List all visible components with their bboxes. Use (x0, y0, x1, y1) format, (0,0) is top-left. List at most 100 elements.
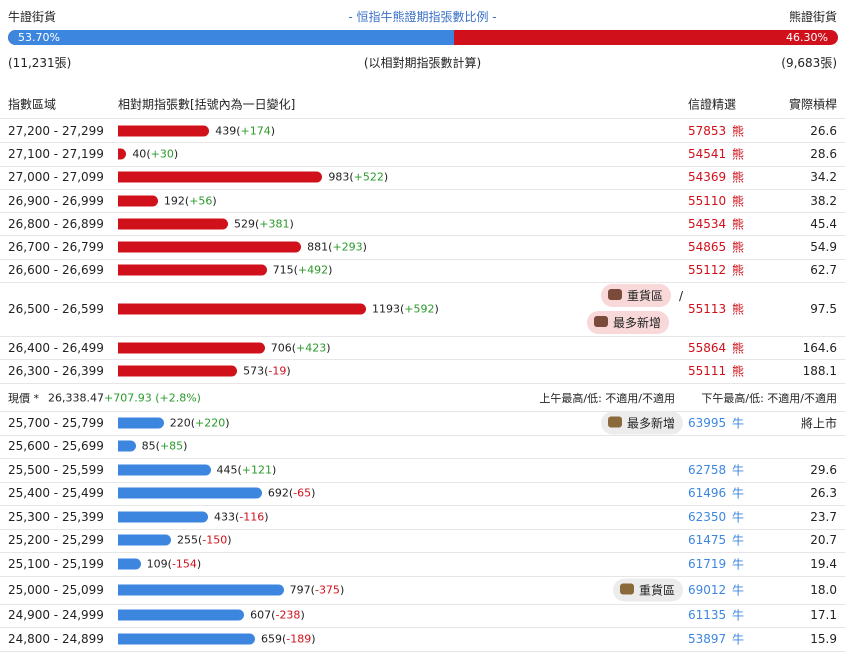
code[interactable]: 63995 (688, 415, 727, 430)
note: (以相對期指張數計算) (363, 56, 482, 70)
range: 25,300 - 25,399 (8, 509, 104, 524)
count-label: 881+293 (307, 241, 367, 254)
count: 607 (250, 608, 272, 622)
current-label: 現價 * (8, 391, 39, 405)
count-label: 797-375 (290, 583, 345, 596)
col: 實際槓桿 (788, 97, 837, 112)
leverage: 164.6 (802, 340, 837, 355)
code[interactable]: 54369 (688, 170, 727, 185)
code[interactable]: 54541 (688, 146, 727, 161)
code[interactable]: 61475 (688, 533, 727, 548)
tag: 重貨區 (600, 284, 671, 308)
unit: 熊 (732, 364, 745, 379)
leverage: 38.2 (810, 193, 837, 208)
leverage: 17.1 (810, 608, 837, 623)
code[interactable]: 54865 (688, 240, 727, 255)
range: 24,900 - 24,999 (8, 608, 104, 623)
leverage: 20.7 (810, 533, 837, 548)
row: 25,400 - 25,499 692-65 61496 牛 26.3 (0, 482, 845, 506)
bar (118, 417, 164, 429)
change: -375 (311, 583, 345, 596)
change: -238 (271, 609, 305, 622)
code[interactable]: 61719 (688, 556, 727, 571)
code[interactable]: 55110 (688, 193, 727, 208)
change: +121 (238, 463, 277, 476)
count-label: 659-189 (261, 632, 316, 645)
bar (118, 365, 238, 377)
count-label: 529+381 (234, 217, 294, 230)
unit: 熊 (732, 217, 745, 232)
leverage: 23.7 (810, 509, 837, 524)
range: 25,500 - 25,599 (8, 462, 104, 477)
bar (118, 464, 211, 476)
code[interactable]: 57853 (688, 123, 727, 138)
column-header: 指數區域 相對期指張數[括號內為一日變化] 信證精選 實際槓桿 (0, 90, 845, 119)
change: +220 (191, 416, 230, 429)
leverage: 34.2 (810, 170, 837, 185)
tag: 最多新增 (600, 411, 683, 435)
count: 573 (243, 364, 265, 378)
unit: 牛 (732, 533, 745, 548)
leverage: 將上市 (800, 416, 837, 431)
code[interactable]: 55113 (688, 302, 727, 317)
leverage: 54.9 (810, 240, 837, 255)
count: 192 (163, 194, 185, 208)
code[interactable]: 61135 (688, 608, 727, 623)
row: 27,000 - 27,099 983+522 54369 熊 34.2 (0, 166, 845, 190)
bull-ratio-label: 53.70% (18, 31, 60, 44)
change: -154 (168, 557, 202, 570)
tag-text: 重貨區 (626, 289, 663, 304)
current-change: +707.93 (+2.8%) (104, 391, 201, 404)
bar (118, 171, 323, 183)
leverage: 15.9 (810, 631, 837, 646)
range: 27,000 - 27,099 (8, 170, 104, 185)
tag-text: 最多新增 (626, 416, 675, 431)
code[interactable]: 62350 (688, 509, 727, 524)
change: -65 (289, 487, 316, 500)
count-label: 445+121 (217, 463, 277, 476)
bar (118, 558, 141, 570)
code[interactable]: 62758 (688, 462, 727, 477)
count-label: 715+492 (273, 264, 333, 277)
tags: 重貨區 (612, 578, 683, 601)
tag-icon (607, 416, 622, 428)
col: 相對期指張數[括號內為一日變化] (118, 97, 296, 112)
row: 24,800 - 24,899 659-189 53897 牛 15.9 (0, 627, 845, 652)
code[interactable]: 69012 (688, 582, 727, 597)
leverage: 62.7 (810, 263, 837, 278)
count-label: 109-154 (147, 557, 202, 570)
range: 26,700 - 26,799 (8, 240, 104, 255)
count: 797 (289, 583, 311, 596)
unit: 牛 (732, 416, 745, 431)
count-label: 607-238 (250, 609, 305, 622)
bear-count: (9,683張) (781, 56, 837, 70)
bar (118, 264, 267, 276)
code[interactable]: 61496 (688, 486, 727, 501)
count: 40 (132, 147, 147, 161)
count: 85 (141, 439, 156, 453)
tag-sep: / (678, 288, 683, 303)
count-label: 192+56 (164, 194, 217, 207)
code[interactable]: 55864 (688, 340, 727, 355)
code[interactable]: 55112 (688, 263, 727, 278)
count: 109 (146, 557, 168, 571)
bar (118, 195, 158, 207)
leverage: 28.6 (810, 146, 837, 161)
change: +522 (349, 171, 388, 184)
bear-ratio-label: 46.30% (786, 31, 828, 44)
am-range: 上午最高/低: 不適用/不適用 (539, 391, 675, 405)
tag-text: 最多新增 (612, 316, 661, 331)
range: 26,300 - 26,399 (8, 364, 104, 379)
count: 433 (214, 510, 235, 524)
change: +423 (292, 341, 331, 354)
count: 983 (328, 170, 350, 184)
count-label: 1193+592 (372, 303, 439, 316)
unit: 牛 (732, 486, 745, 501)
code[interactable]: 53897 (688, 631, 727, 646)
leverage: 19.4 (810, 556, 837, 571)
row: 26,800 - 26,899 529+381 54534 熊 45.4 (0, 212, 845, 237)
code[interactable]: 55111 (688, 364, 727, 379)
unit: 牛 (732, 557, 745, 572)
code[interactable]: 54534 (688, 216, 727, 231)
count-label: 692-65 (268, 487, 316, 500)
